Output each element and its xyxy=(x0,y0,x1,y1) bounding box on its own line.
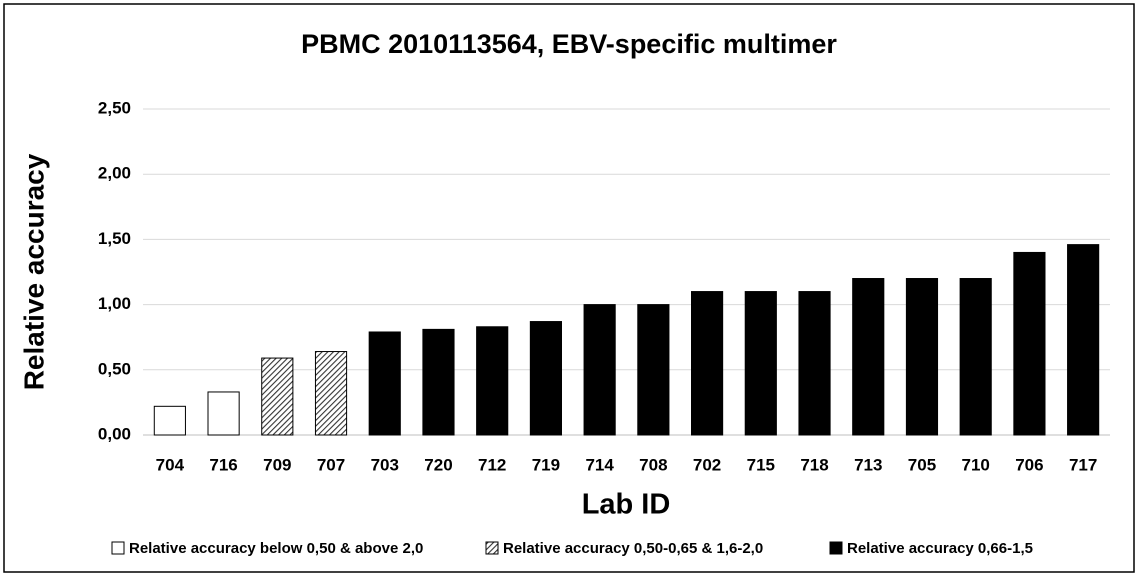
bar xyxy=(261,357,294,436)
bar xyxy=(959,278,992,436)
x-tick-label: 703 xyxy=(371,455,399,474)
bar xyxy=(1067,244,1100,436)
x-tick-label: 715 xyxy=(747,455,775,474)
x-tick-label: 717 xyxy=(1069,455,1097,474)
y-tick-label: 0,00 xyxy=(98,424,131,443)
legend-swatch xyxy=(111,541,125,555)
x-tick-label: 719 xyxy=(532,455,560,474)
bar xyxy=(637,304,670,436)
x-tick-label: 712 xyxy=(478,455,506,474)
bar xyxy=(207,391,240,436)
legend-label: Relative accuracy 0,50-0,65 & 1,6-2,0 xyxy=(503,540,763,557)
bar xyxy=(1013,251,1046,436)
x-axis-label: Lab ID xyxy=(582,489,671,521)
bar xyxy=(852,278,885,436)
x-tick-label: 713 xyxy=(854,455,882,474)
x-tick-label: 704 xyxy=(156,455,185,474)
chart-frame xyxy=(3,3,1135,573)
bar xyxy=(314,351,348,436)
x-tick-label: 718 xyxy=(800,455,828,474)
x-tick-label: 709 xyxy=(263,455,291,474)
y-tick-label: 2,00 xyxy=(98,164,131,183)
legend-swatch xyxy=(829,541,843,555)
bar xyxy=(422,328,455,436)
x-tick-label: 708 xyxy=(639,455,667,474)
bar xyxy=(153,405,186,436)
x-tick-label: 706 xyxy=(1015,455,1043,474)
x-tick-label: 707 xyxy=(317,455,345,474)
y-tick-label: 2,50 xyxy=(98,98,131,117)
legend-label: Relative accuracy 0,66-1,5 xyxy=(847,540,1033,557)
x-tick-label: 716 xyxy=(209,455,237,474)
x-tick-label: 710 xyxy=(962,455,990,474)
x-tick-label: 714 xyxy=(585,455,614,474)
y-tick-label: 1,50 xyxy=(98,229,131,248)
y-axis-label: Relative accuracy xyxy=(18,153,49,390)
bar xyxy=(529,321,562,436)
bar xyxy=(691,291,724,436)
bar xyxy=(798,291,831,436)
bar xyxy=(905,278,939,436)
chart-title: PBMC 2010113564, EBV-specific multimer xyxy=(301,29,837,59)
x-tick-label: 720 xyxy=(424,455,452,474)
bar xyxy=(476,326,509,436)
y-tick-label: 1,00 xyxy=(98,294,131,313)
y-tick-label: 0,50 xyxy=(98,359,131,378)
x-tick-label: 705 xyxy=(908,455,936,474)
bar xyxy=(744,291,777,436)
bar xyxy=(368,331,401,436)
legend-swatch xyxy=(485,541,499,555)
bar xyxy=(583,304,616,436)
x-tick-label: 702 xyxy=(693,455,721,474)
legend-label: Relative accuracy below 0,50 & above 2,0 xyxy=(129,540,423,557)
